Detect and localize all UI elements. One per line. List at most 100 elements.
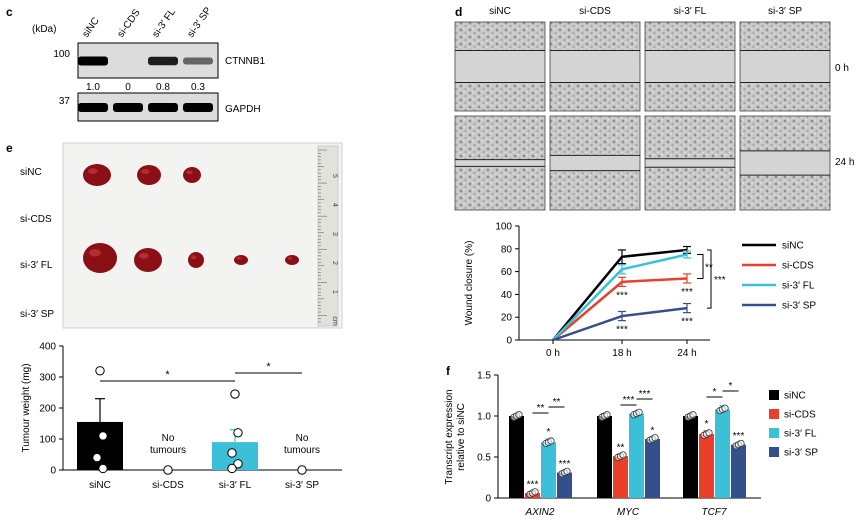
significance-label: *** — [681, 287, 693, 298]
bar — [629, 413, 644, 498]
x-tick-label: 24 h — [677, 348, 696, 359]
data-point — [737, 439, 745, 448]
y-tick-label: 60 — [501, 267, 513, 278]
expr-y-label-1: Transcript expression — [444, 389, 455, 484]
bar — [731, 444, 746, 498]
condition-header: si-3′ SP — [768, 6, 802, 17]
wound-image — [739, 115, 831, 211]
data-point — [721, 404, 729, 412]
bar — [613, 456, 628, 498]
row-label: si-3′ FL — [20, 260, 53, 271]
tumour-highlight — [141, 169, 150, 174]
tumour-highlight — [287, 257, 293, 260]
x-tick-label: 0 h — [546, 348, 560, 359]
y-tick-label: 300 — [39, 373, 56, 384]
bracket-label: * — [713, 387, 717, 398]
data-point — [233, 428, 243, 438]
significance-label: * — [651, 425, 655, 436]
data-point — [531, 488, 539, 496]
significance-label: *** — [733, 431, 745, 442]
wound-gap — [740, 50, 830, 83]
no-tumour-text: tumours — [284, 445, 320, 456]
bar-group — [212, 389, 258, 474]
legend-swatch — [769, 409, 779, 419]
bar — [699, 434, 714, 498]
bar — [715, 409, 730, 498]
gapdh-band — [183, 103, 213, 112]
data-point — [651, 434, 659, 442]
legend-label: si-3′ FL — [784, 429, 817, 440]
y-tick-label: 1.5 — [477, 371, 491, 382]
gene-label: AXIN2 — [525, 507, 555, 518]
tumour-highlight — [88, 249, 101, 257]
ctnnb1-band — [148, 56, 178, 66]
panel-c: c (kDa) siNC si-CDS si-3′ FL si-3′ SP 100 C… — [6, 5, 265, 122]
x-tick-label: si-CDS — [152, 480, 184, 491]
bracket-label: * — [729, 381, 733, 392]
data-point — [297, 465, 307, 475]
lane-label: siNC — [80, 16, 101, 40]
panel-e-label: e — [6, 141, 13, 155]
tumour-weight-chart: Tumour weight (mg) 0 100 200 300 400 siNC si-C… — [21, 342, 342, 491]
panel-c-label: c — [6, 5, 13, 19]
ruler-number: 2 — [331, 261, 338, 265]
gene-group: AXIN2*********** — [509, 397, 572, 518]
y-tick-label: 100 — [495, 222, 512, 233]
series-sicds: *** *** — [552, 273, 693, 341]
condition-header: siNC — [489, 6, 511, 17]
bar — [597, 416, 612, 498]
lane-label: si-3′ FL — [150, 6, 178, 39]
quant-value: 0.8 — [156, 82, 170, 93]
y-tick-label: 100 — [39, 435, 56, 446]
tumour-highlight — [190, 255, 197, 260]
legend-swatch — [769, 390, 779, 400]
row-label: si-CDS — [20, 214, 52, 225]
data-point — [619, 451, 627, 459]
ruler-number: 5 — [331, 174, 338, 178]
kda-label: (kDa) — [32, 24, 56, 35]
ruler-number: 1 — [331, 290, 338, 294]
legend-label: siNC — [784, 391, 806, 402]
bracket-label: ** — [537, 403, 545, 414]
wound-y-label: Wound closure (%) — [464, 241, 475, 326]
tumour-body — [83, 243, 117, 273]
series-sifl — [552, 250, 691, 341]
bracket-label: *** — [623, 395, 635, 406]
y-tick-label: 200 — [39, 404, 56, 415]
data-point — [705, 429, 713, 437]
lane-label: si-CDS — [115, 7, 142, 40]
no-tumour-text: tumours — [150, 445, 186, 456]
y-tick-label: 0 — [506, 336, 512, 347]
y-tick-label: 1.0 — [477, 412, 491, 423]
legend-label: siNC — [782, 241, 804, 252]
data-point — [92, 452, 102, 463]
bar-group — [163, 465, 173, 475]
quant-value: 0 — [125, 82, 131, 93]
quant-value: 0.3 — [191, 82, 205, 93]
marker-37: 37 — [59, 96, 71, 107]
wound-image — [454, 21, 546, 112]
data-point — [98, 431, 108, 441]
bar-group — [77, 366, 123, 474]
wound-image — [739, 21, 831, 112]
wound-image — [644, 115, 736, 211]
tumour-highlight — [186, 170, 193, 175]
tumour-body — [183, 167, 201, 183]
significance-label: *** — [527, 479, 539, 490]
ctnnb1-band — [183, 57, 213, 65]
wound-closure-chart: Wound closure (%) 0 20 40 60 80 100 0 h 18 h 24 … — [464, 222, 816, 360]
gene-group: MYC********* — [597, 389, 660, 518]
tumour — [137, 165, 161, 185]
no-tumour-text: No — [296, 433, 309, 444]
legend-label: si-3′ FL — [782, 281, 815, 292]
tumour-highlight — [87, 168, 98, 174]
bracket-label: *** — [639, 389, 651, 400]
significance-label: *** — [616, 290, 628, 301]
y-tick-label: 0 — [50, 466, 56, 477]
wound-image — [549, 115, 641, 211]
quant-value: 1.0 — [86, 82, 100, 93]
tumour — [234, 255, 248, 265]
bar-group — [297, 465, 307, 475]
legend-swatch — [769, 428, 779, 438]
